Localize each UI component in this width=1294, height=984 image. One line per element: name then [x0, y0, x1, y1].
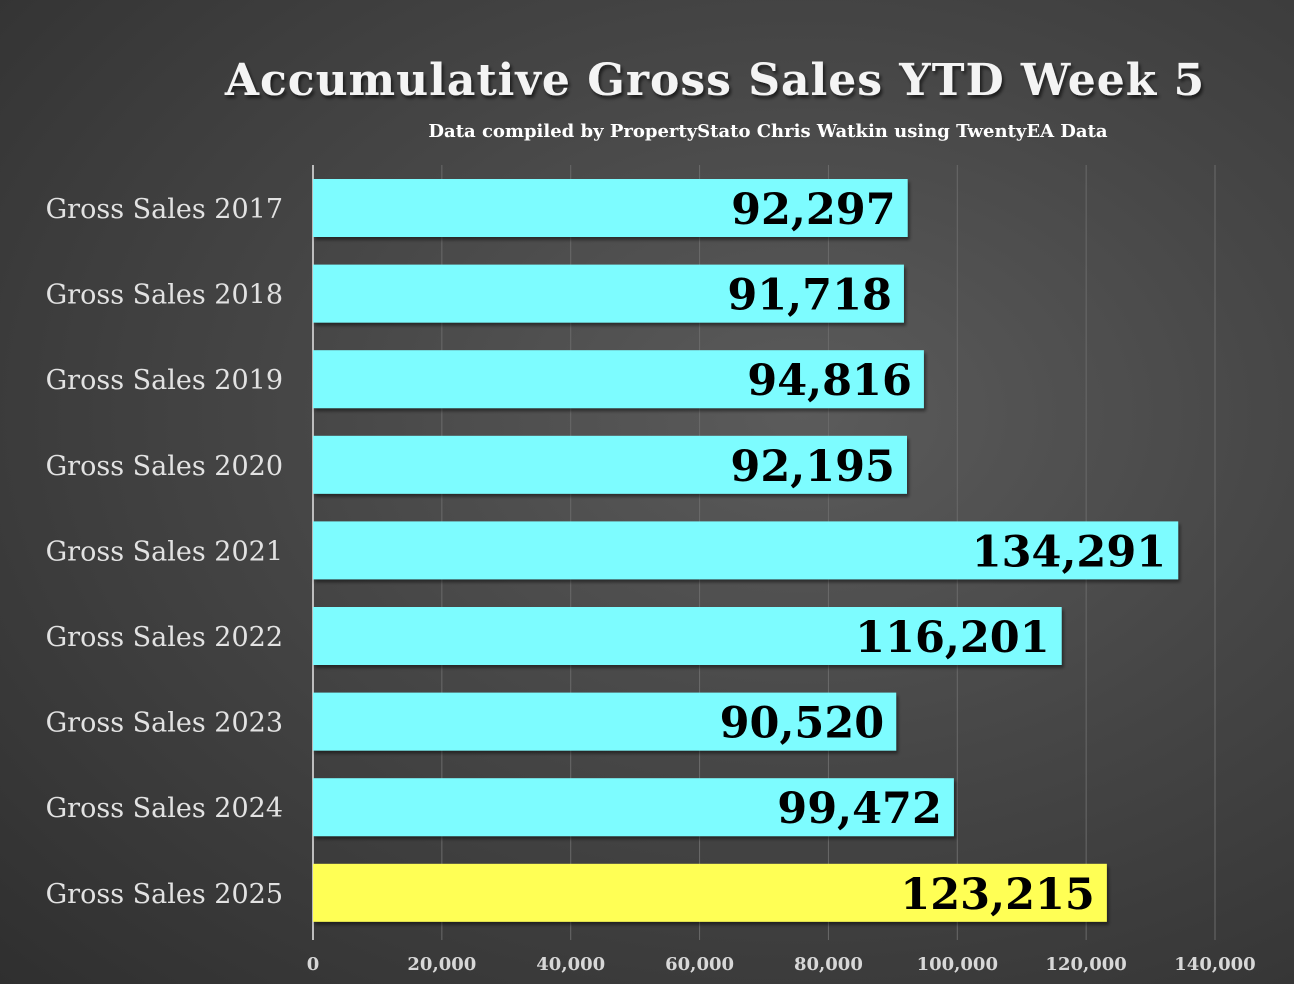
x-tick-label: 100,000 — [917, 954, 998, 975]
x-tick-label: 140,000 — [1174, 954, 1255, 975]
category-labels: Gross Sales 2017 Gross Sales 2018 Gross Sa… — [46, 194, 283, 910]
data-label: 134,291 — [972, 527, 1167, 577]
data-label: 91,718 — [727, 271, 892, 321]
x-axis-ticks: 0 20,000 40,000 60,000 80,000 100,000 120,000 1… — [307, 954, 1256, 975]
chart-subtitle: Data compiled by PropertyStato Chris Wat… — [428, 121, 1107, 142]
bar-highlight — [313, 863, 1107, 922]
bars — [313, 179, 1179, 922]
bar — [313, 607, 1062, 665]
data-label: 92,195 — [730, 442, 895, 492]
data-label: 123,215 — [900, 870, 1095, 920]
category-label: Gross Sales 2023 — [46, 708, 283, 739]
data-labels: 92,297 91,718 94,816 92,195 134,291 116,201 90… — [720, 185, 1167, 920]
x-tick-label: 60,000 — [665, 954, 734, 975]
category-label: Gross Sales 2019 — [46, 365, 283, 396]
bar — [313, 692, 897, 751]
bar — [313, 778, 954, 837]
x-tick-label: 0 — [307, 954, 320, 975]
data-label: 94,816 — [747, 356, 912, 406]
bar — [313, 350, 924, 409]
category-label: Gross Sales 2018 — [46, 280, 283, 311]
chart-title: Accumulative Gross Sales YTD Week 5 — [224, 55, 1205, 106]
bar — [313, 435, 907, 494]
x-tick-label: 120,000 — [1045, 954, 1126, 975]
category-label: Gross Sales 2017 — [46, 194, 283, 225]
category-label: Gross Sales 2020 — [46, 451, 283, 482]
category-label: Gross Sales 2022 — [46, 622, 283, 653]
category-label: Gross Sales 2024 — [46, 793, 283, 824]
x-tick-label: 80,000 — [794, 954, 863, 975]
category-label: Gross Sales 2021 — [46, 536, 283, 567]
bar — [313, 264, 904, 323]
data-label: 90,520 — [720, 699, 885, 749]
data-label: 116,201 — [855, 613, 1050, 663]
x-tick-label: 20,000 — [407, 954, 476, 975]
bar — [313, 179, 908, 237]
bar — [313, 521, 1179, 580]
category-label: Gross Sales 2025 — [46, 879, 283, 910]
data-label: 92,297 — [731, 185, 896, 235]
x-tick-label: 40,000 — [536, 954, 605, 975]
data-label: 99,472 — [777, 784, 942, 834]
